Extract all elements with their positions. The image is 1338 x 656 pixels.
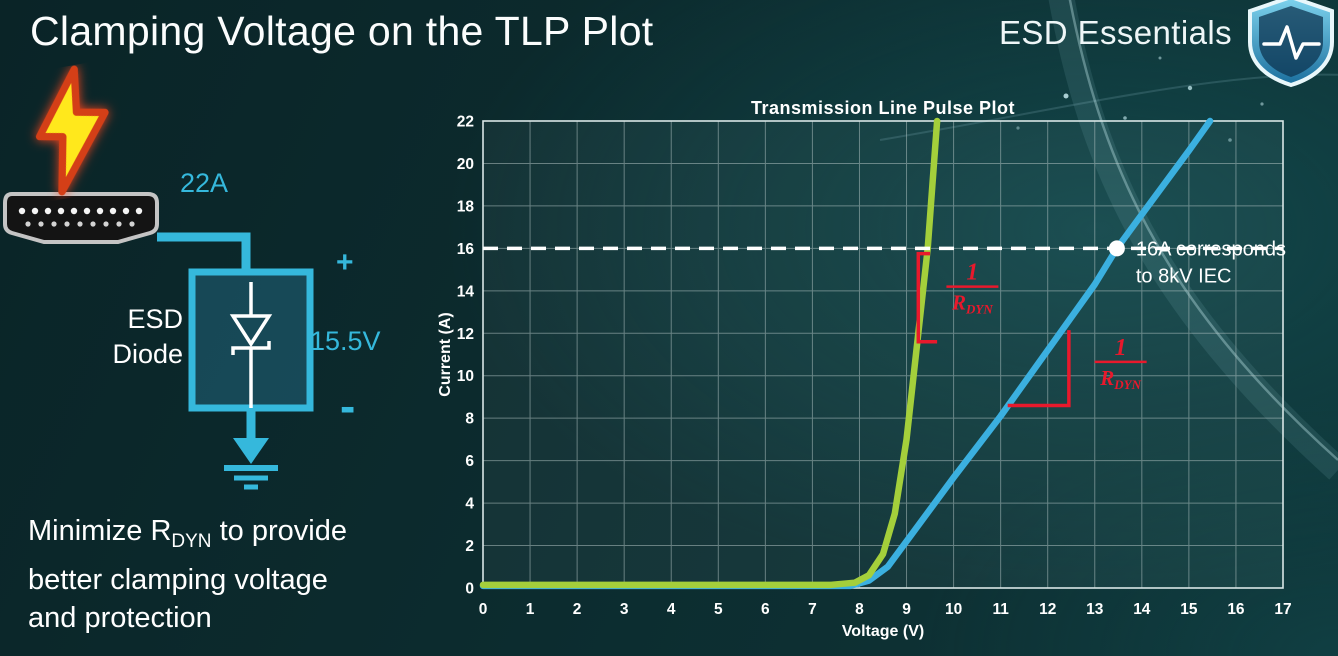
rdyn-fraction-label: 1 RDYN [1094, 335, 1147, 392]
y-tick-label: 0 [465, 581, 474, 598]
x-tick-label: 11 [992, 601, 1009, 618]
caption-rdyn-subscript: DYN [171, 530, 212, 552]
x-tick-label: 15 [1180, 601, 1198, 618]
rdyn-slope-marker [1007, 330, 1071, 408]
svg-text:1: 1 [966, 260, 978, 286]
svg-text:RDYN: RDYN [1099, 366, 1141, 392]
iec-annotation-line2: to 8kV IEC [1136, 265, 1232, 287]
y-tick-label: 12 [457, 326, 474, 343]
x-tick-label: 16 [1227, 601, 1245, 618]
y-tick-label: 2 [465, 538, 474, 555]
brand-label: ESD Essentials [998, 14, 1232, 51]
tick-labels: 0 1 2 3 4 5 6 7 8 9 10 11 12 13 14 15 16 1702468101214161… [457, 114, 1292, 619]
y-tick-label: 22 [457, 114, 474, 131]
caption-line3: and protection [28, 601, 212, 634]
x-tick-label: 6 [761, 601, 770, 618]
esd-diode-label-line2: Diode [112, 339, 183, 369]
x-tick-label: 17 [1274, 601, 1291, 618]
ground-symbol [224, 408, 278, 490]
lightning-bolt-icon [35, 65, 109, 196]
caption-line1-pre: Minimize R [28, 515, 172, 547]
x-tick-label: 9 [902, 601, 911, 618]
rdyn-fraction-label: 1 RDYN [946, 260, 999, 317]
hdmi-connector-icon [3, 192, 159, 244]
chart-title: Transmission Line Pulse Plot [751, 98, 1015, 118]
x-tick-label: 12 [1039, 601, 1056, 618]
series-green-curve [479, 117, 941, 589]
x-tick-label: 10 [945, 601, 962, 618]
down-arrow-icon [233, 438, 269, 464]
x-tick-label: 1 [526, 601, 535, 618]
y-tick-label: 8 [465, 411, 474, 428]
y-tick-label: 18 [457, 198, 475, 215]
x-tick-label: 7 [808, 601, 817, 618]
swoosh-glow [1048, 0, 1338, 480]
esd-diode-label: ESD Diode [55, 302, 183, 372]
clamp-voltage-label: 15.5V [310, 326, 381, 356]
y-tick-label: 20 [457, 156, 474, 173]
x-tick-label: 0 [479, 601, 488, 618]
y-tick-label: 14 [457, 283, 475, 300]
svg-text:RDYN: RDYN [951, 291, 993, 317]
page-title: Clamping Voltage on the TLP Plot [30, 8, 654, 54]
x-tick-label: 4 [667, 601, 676, 618]
caption-line1-post: to provide [211, 515, 347, 547]
surge-wire [157, 232, 251, 274]
x-tick-label: 8 [855, 601, 864, 618]
x-tick-label: 13 [1086, 601, 1104, 618]
y-tick-label: 4 [465, 496, 474, 513]
swoosh-line [1068, 0, 1338, 461]
surge-current-label: 22A [180, 168, 229, 198]
y-tick-label: 16 [457, 241, 475, 258]
svg-text:1: 1 [1115, 335, 1127, 361]
esd-circuit-diagram [3, 192, 314, 490]
y-tick-label: 10 [457, 368, 474, 385]
pulse-line-icon [1262, 25, 1321, 60]
caption-line2: better clamping voltage [28, 563, 328, 596]
series-blue-curve [479, 117, 1214, 590]
connector-pins [18, 207, 143, 227]
caption: Minimize RDYN to provide better clamping… [28, 512, 347, 637]
x-tick-label: 5 [714, 601, 723, 618]
x-tick-label: 14 [1133, 601, 1151, 618]
esd-shield-icon [1248, 0, 1334, 88]
y-tick-label: 6 [465, 453, 474, 470]
iec-annotation-line1: 16A corresponds [1136, 238, 1286, 260]
x-tick-label: 3 [620, 601, 629, 618]
lightning-bolt-shape [35, 65, 109, 196]
iec-marker-dot [1108, 240, 1125, 257]
plus-terminal-label: + [336, 246, 354, 279]
x-axis-label: Voltage (V) [842, 623, 924, 640]
minus-terminal-label: - [340, 380, 356, 432]
x-tick-label: 2 [573, 601, 582, 618]
plot-border [482, 120, 1284, 589]
esd-diode-label-line1: ESD [127, 304, 183, 334]
zener-diode-symbol [229, 282, 273, 408]
y-axis-label: Current (A) [437, 312, 454, 396]
rdyn-slope-marker [916, 251, 938, 344]
